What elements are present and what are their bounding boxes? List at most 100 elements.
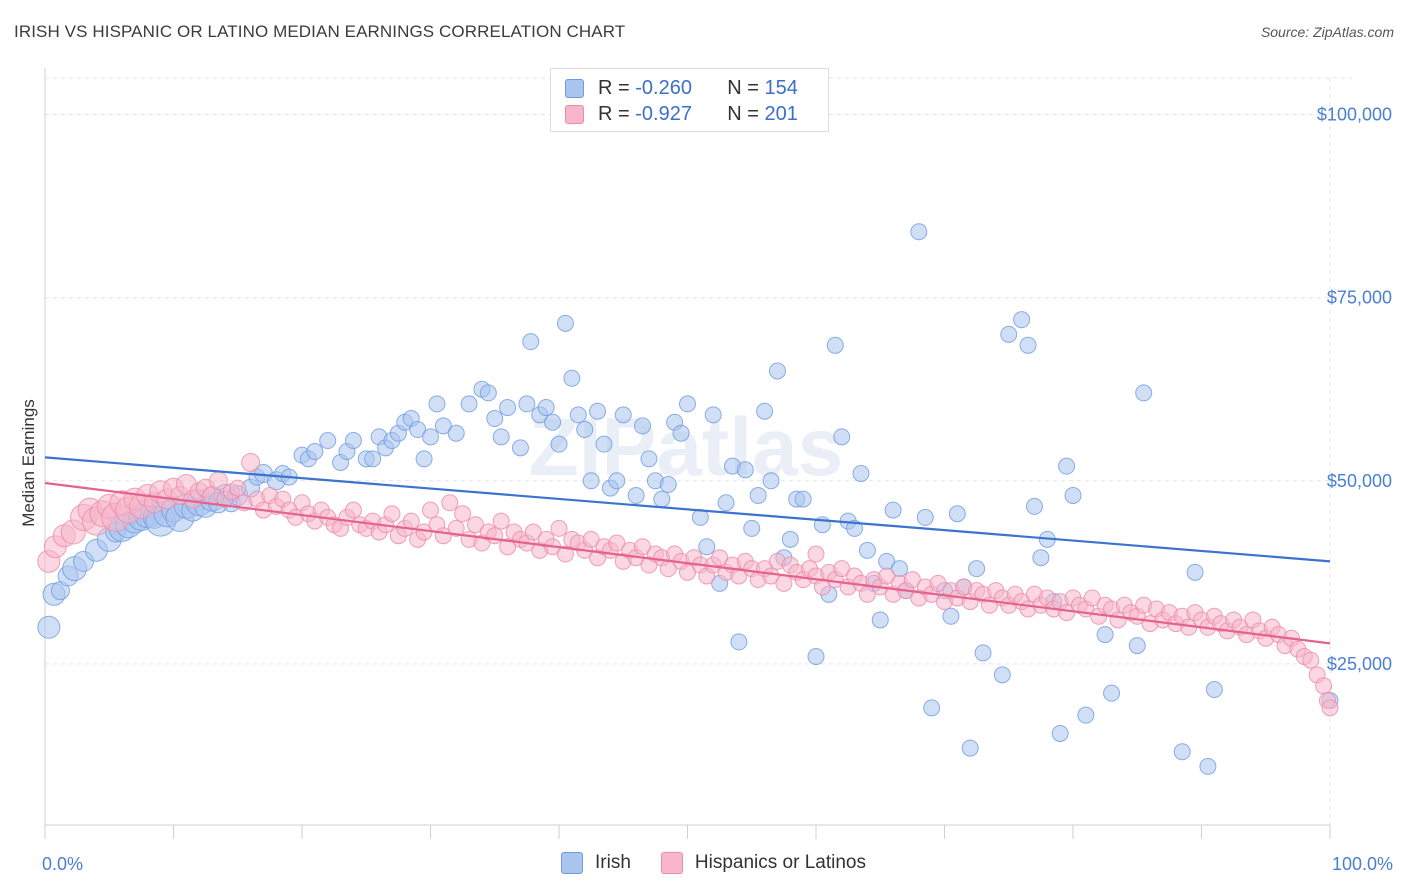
- chart-title: IRISH VS HISPANIC OR LATINO MEDIAN EARNI…: [14, 22, 626, 41]
- data-point: [344, 432, 362, 450]
- legend-label-hispanic: Hispanics or Latinos: [694, 852, 866, 873]
- data-point: [306, 443, 324, 460]
- data-point: [807, 545, 825, 563]
- data-point: [364, 450, 382, 468]
- data-point: [871, 611, 889, 629]
- data-point: [794, 490, 812, 508]
- data-point: [37, 615, 61, 639]
- data-point: [704, 406, 722, 424]
- data-point: [884, 501, 902, 519]
- data-point: [768, 362, 786, 380]
- data-point: [550, 435, 568, 453]
- legend-n-value: 154: [764, 76, 798, 99]
- data-point: [878, 567, 896, 585]
- data-point: [441, 494, 459, 512]
- data-point: [762, 472, 780, 490]
- x-tick-label: 0.0%: [42, 854, 83, 874]
- y-tick-label: $25,000: [1327, 654, 1392, 674]
- y-tick-label: $50,000: [1327, 471, 1392, 491]
- data-point: [608, 472, 626, 490]
- data-point: [518, 395, 536, 413]
- data-point: [1096, 626, 1114, 644]
- data-point: [563, 369, 581, 387]
- data-point: [422, 428, 439, 446]
- data-point: [434, 417, 452, 435]
- data-point: [1135, 384, 1153, 402]
- data-point: [486, 527, 504, 545]
- data-point: [627, 486, 645, 504]
- data-point: [383, 505, 401, 523]
- data-point: [556, 314, 574, 332]
- data-point: [929, 574, 947, 592]
- data-point: [1083, 589, 1101, 607]
- data-point: [466, 516, 484, 534]
- data-point: [319, 432, 337, 450]
- y-tick-label: $75,000: [1327, 288, 1392, 308]
- legend-swatch-hispanic: [565, 104, 584, 124]
- data-point: [614, 406, 632, 424]
- data-point: [672, 424, 690, 442]
- trend-line: [44, 456, 1331, 563]
- legend-row-irish: R = -0.260 N = 154: [565, 77, 798, 99]
- data-point: [948, 505, 966, 523]
- axes: [44, 68, 1331, 839]
- data-point: [1077, 706, 1095, 724]
- correlation-legend: R = -0.260 N = 154 R = -0.927 N = 201: [550, 68, 829, 132]
- data-point: [499, 538, 517, 556]
- data-point: [1064, 486, 1082, 504]
- data-point: [499, 399, 517, 417]
- legend-label-irish: Irish: [595, 852, 631, 873]
- data-point: [1013, 311, 1031, 329]
- data-point: [1000, 325, 1018, 343]
- data-point: [1128, 637, 1146, 655]
- y-axis-label: Median Earnings: [19, 399, 38, 527]
- data-point: [550, 519, 568, 537]
- source-label: Source: ZipAtlas.com: [1260, 24, 1394, 40]
- data-point: [402, 512, 420, 530]
- data-point: [1173, 743, 1191, 761]
- data-point: [544, 413, 562, 431]
- data-point: [608, 534, 626, 552]
- data-point: [1302, 651, 1320, 669]
- data-point: [595, 435, 613, 453]
- x-tick-labels: 0.0% 100.0%: [42, 854, 1393, 874]
- data-point: [522, 333, 540, 351]
- data-point: [711, 549, 729, 567]
- data-point: [524, 523, 542, 541]
- data-point: [659, 475, 677, 493]
- y-tick-labels: $100,000 $75,000 $50,000 $25,000: [1317, 105, 1392, 674]
- data-point: [492, 512, 510, 530]
- legend-r-value: -0.260: [635, 76, 692, 99]
- data-point: [653, 490, 671, 508]
- data-point: [492, 428, 510, 446]
- data-point: [1321, 699, 1339, 717]
- data-point: [1103, 684, 1121, 702]
- data-point: [460, 395, 478, 413]
- data-point: [1315, 677, 1333, 695]
- data-point: [923, 699, 941, 717]
- x-tick-label: 100.0%: [1332, 854, 1393, 874]
- y-tick-label: $100,000: [1317, 105, 1392, 125]
- data-point: [916, 508, 934, 526]
- data-point: [1032, 549, 1050, 567]
- data-point: [730, 567, 748, 585]
- data-point: [749, 486, 767, 504]
- data-point: [698, 538, 716, 556]
- trend-lines: [44, 456, 1331, 645]
- data-point: [569, 406, 587, 424]
- data-point: [903, 571, 921, 589]
- data-point: [942, 607, 960, 625]
- data-point: [486, 410, 504, 428]
- data-point: [1058, 604, 1076, 622]
- data-point: [717, 494, 735, 512]
- data-point: [1051, 724, 1069, 742]
- series-legend: Irish Hispanics or Latinos: [561, 852, 866, 874]
- data-point: [640, 450, 658, 468]
- trend-line: [44, 481, 1331, 645]
- data-point: [447, 519, 465, 537]
- data-point: [775, 574, 793, 592]
- data-point: [229, 479, 247, 497]
- data-point: [858, 541, 876, 559]
- data-point: [479, 384, 497, 402]
